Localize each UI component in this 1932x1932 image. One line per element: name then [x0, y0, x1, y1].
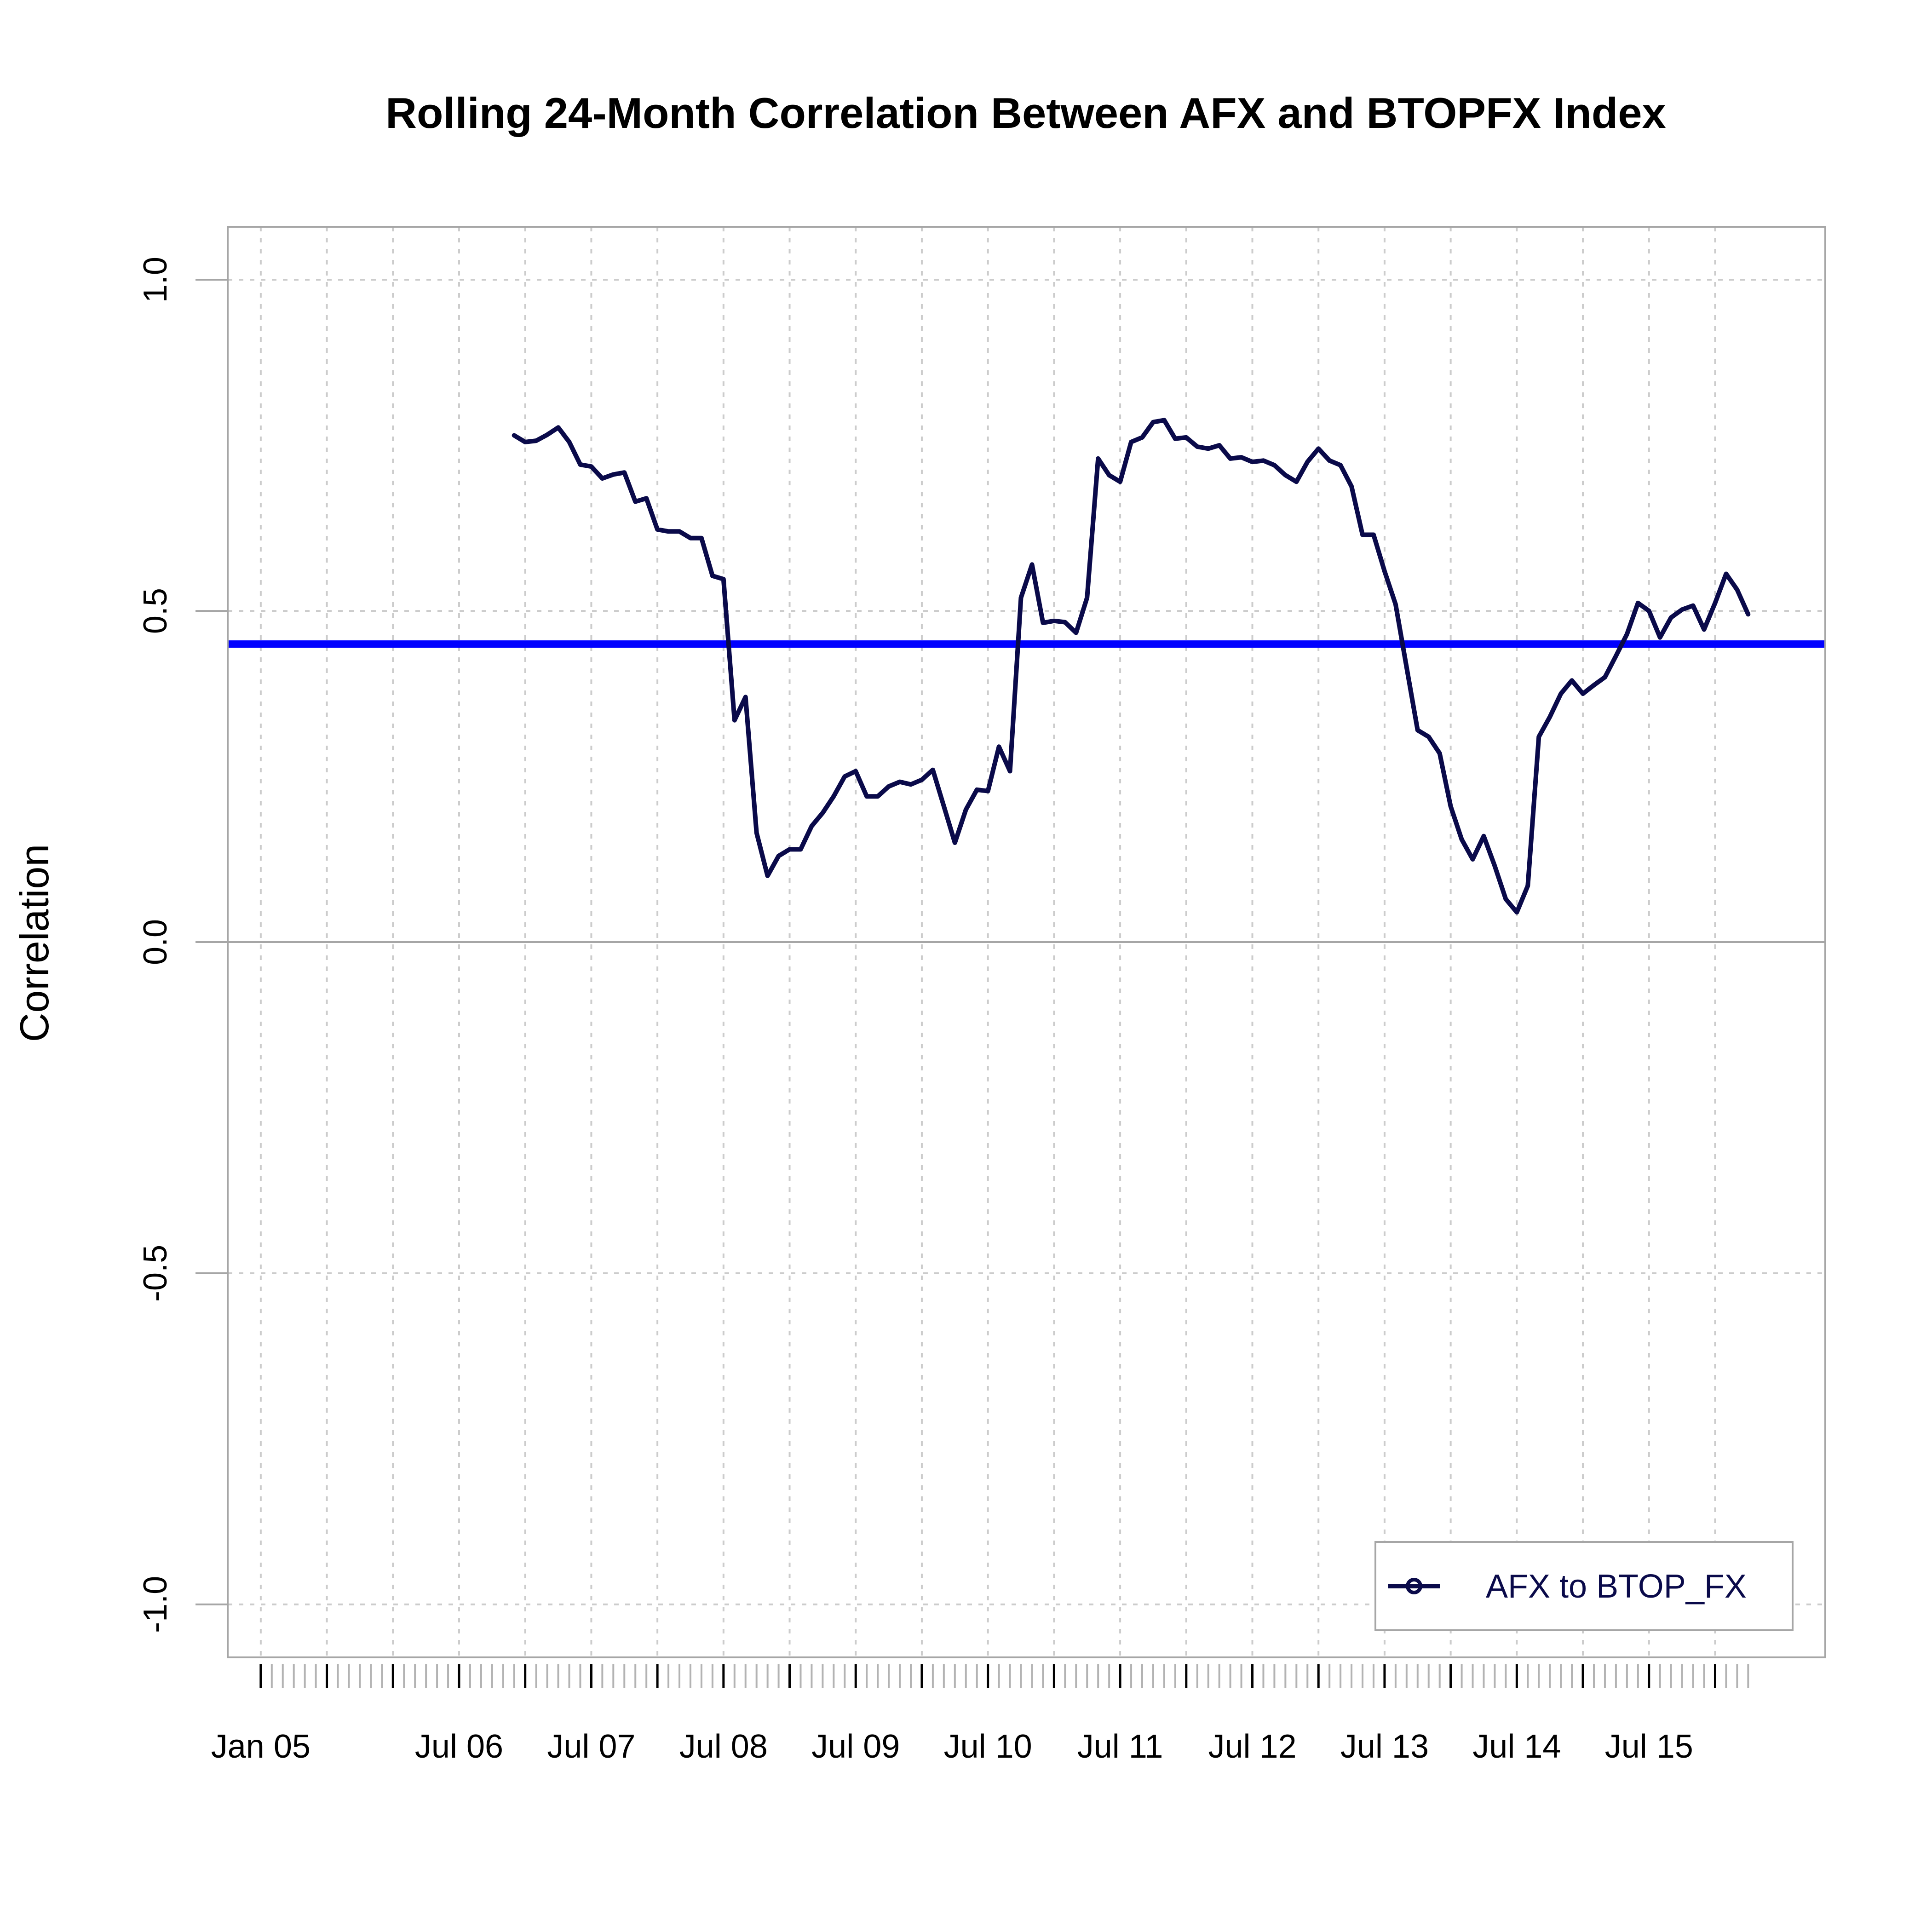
y-tick-label: 0.0: [137, 919, 174, 965]
x-tick-label: Jul 11: [1077, 1728, 1163, 1765]
x-tick-label: Jul 07: [547, 1728, 635, 1765]
x-tick-label: Jul 14: [1472, 1728, 1561, 1765]
legend-label: AFX to BTOP_FX: [1486, 1568, 1747, 1605]
series-group: [512, 418, 1751, 915]
y-axis: -1.0 -0.5 0.0 0.5 1.0: [137, 257, 228, 1633]
legend-box: [1374, 1541, 1794, 1631]
y-tick-label: 0.5: [137, 588, 174, 634]
y-tick-label: 1.0: [137, 257, 174, 303]
legend: AFX to BTOP_FX: [1374, 1541, 1794, 1631]
chart-title: Rolling 24-Month Correlation Between AFX…: [385, 89, 1666, 137]
y-axis-label: Correlation: [12, 844, 57, 1042]
plot-frame-border: [227, 226, 1826, 1658]
x-tick-label: Jul 08: [679, 1728, 768, 1765]
series-line: [512, 418, 1751, 915]
x-tick-label: Jul 10: [944, 1728, 1032, 1765]
plot-frame: [227, 226, 1826, 1658]
x-axis: Jan 05 Jul 06 Jul 07 Jul 08 Jul 09 Jul 10 Jul …: [211, 1664, 1749, 1765]
x-tick-label: Jan 05: [211, 1728, 310, 1765]
legend-marker: [1406, 1578, 1422, 1594]
y-tick-label: -0.5: [137, 1245, 174, 1302]
x-tick-label: Jul 12: [1208, 1728, 1296, 1765]
x-tick-label: Jul 15: [1605, 1728, 1693, 1765]
grid: [228, 227, 1825, 1657]
x-tick-label: Jul 13: [1340, 1728, 1429, 1765]
x-tick-label: Jul 09: [811, 1728, 900, 1765]
y-tick-label: -1.0: [137, 1576, 174, 1633]
x-tick-label: Jul 06: [415, 1728, 503, 1765]
